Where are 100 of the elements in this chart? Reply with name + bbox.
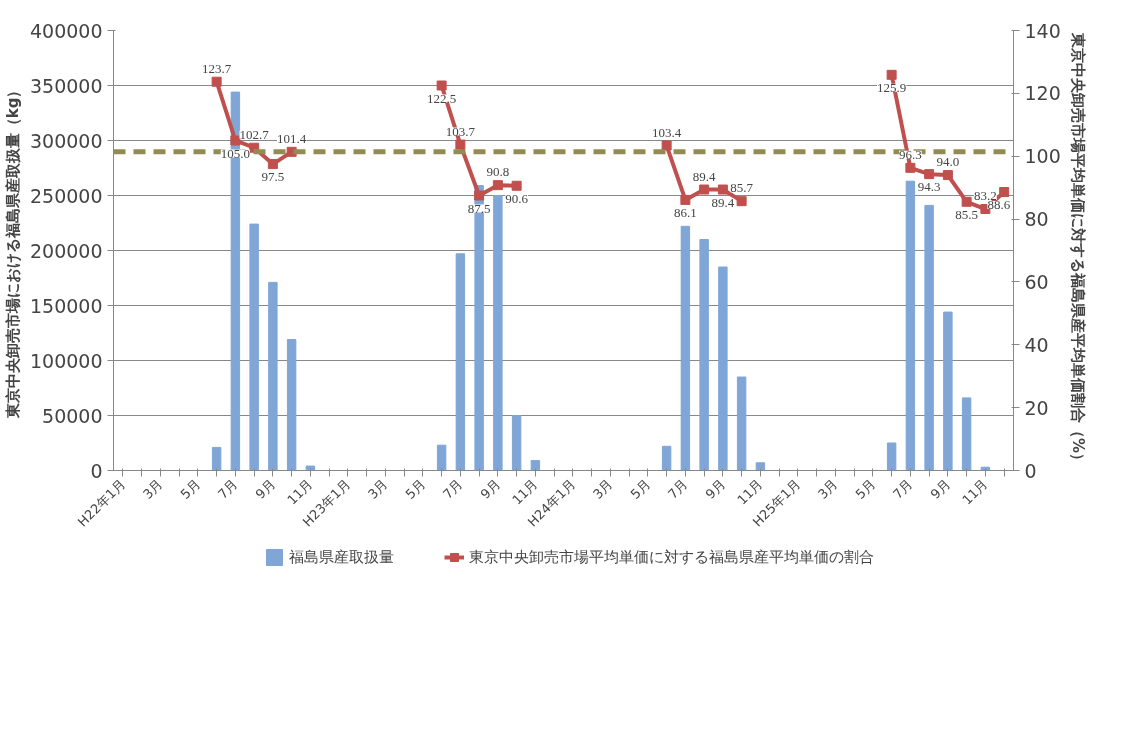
y-tick-label: 0	[90, 459, 103, 482]
x-tick-label: 5月	[627, 476, 654, 502]
x-tick-label: 11月	[959, 476, 991, 508]
y2-tick-label: 20	[1024, 396, 1049, 419]
x-tick-label: 7月	[890, 476, 916, 502]
point	[661, 140, 672, 151]
point	[961, 196, 972, 207]
point	[474, 190, 485, 201]
point	[942, 170, 953, 181]
legend-label: 東京中央卸売市場平均単価に対する福島県産平均単価の割合	[468, 547, 874, 567]
x-tick-label: 9月	[927, 476, 954, 502]
y-axis-title: 東京中央卸売市場における福島県産取扱量（kg）	[3, 82, 22, 420]
data-label: 85.7	[730, 180, 754, 196]
data-label: 85.5	[955, 206, 978, 222]
y-tick-label: 200000	[29, 239, 103, 262]
bar	[718, 266, 728, 471]
bar	[661, 445, 672, 471]
point	[211, 76, 222, 87]
y-tick-label: 300000	[29, 129, 103, 152]
data-label: 90.8	[486, 164, 510, 180]
bar	[961, 397, 972, 471]
bar	[736, 376, 747, 471]
bar	[699, 239, 709, 471]
point	[492, 180, 503, 191]
x-tick-label: 3月	[365, 476, 391, 502]
point	[455, 139, 466, 150]
point	[736, 196, 747, 207]
y-tick-label: 50000	[42, 404, 103, 427]
x-tick-label: 11月	[734, 476, 766, 508]
point	[886, 69, 897, 80]
bar	[493, 195, 503, 471]
x-tick-label: 9月	[252, 476, 279, 502]
data-label: 86.1	[674, 204, 697, 220]
bar	[455, 253, 466, 471]
data-label: 125.9	[877, 79, 907, 95]
x-tick-label: 5月	[177, 476, 204, 502]
point	[230, 135, 241, 146]
x-tick-label: 7月	[665, 476, 691, 502]
x-tick-label: 3月	[590, 476, 616, 502]
bar	[305, 465, 316, 471]
y2-tick-label: 0	[1024, 459, 1037, 482]
y-tick-label: 400000	[29, 19, 103, 42]
legend-label: 福島県産取扱量	[288, 547, 394, 567]
bar	[905, 180, 916, 471]
x-tick-label: 9月	[702, 476, 729, 502]
x-tick-label: 11月	[509, 476, 541, 508]
data-label: 94.0	[936, 154, 960, 170]
y2-tick-label: 80	[1024, 208, 1049, 231]
y2-tick-label: 40	[1024, 333, 1049, 356]
bar	[286, 339, 297, 471]
bar	[268, 281, 278, 471]
y-tick-label: 100000	[29, 349, 103, 372]
y-tick-label: 150000	[29, 294, 103, 317]
data-label: 101.4	[277, 130, 307, 146]
y2-tick-label: 120	[1024, 82, 1061, 105]
point	[680, 194, 691, 205]
x-tick-label: 7月	[440, 476, 466, 502]
x-tick-label: 9月	[477, 476, 504, 502]
point	[924, 169, 935, 180]
bar	[249, 223, 259, 471]
point	[436, 80, 447, 91]
data-label: 123.7	[202, 60, 232, 76]
y2-axis-title: 東京中央卸売市場平均単価に対する福島県産平均単価割合（%）	[1068, 31, 1087, 469]
point	[999, 187, 1010, 198]
point	[511, 180, 522, 191]
data-label: 105.0	[220, 145, 250, 161]
point	[267, 159, 278, 170]
point	[905, 162, 916, 173]
bar	[680, 225, 691, 471]
y2-tick-label: 100	[1024, 145, 1061, 168]
data-label: 102.7	[239, 126, 270, 142]
x-tick-label: 11月	[284, 476, 316, 508]
data-label: 103.4	[652, 124, 682, 140]
y2-tick-label: 140	[1024, 19, 1061, 42]
point	[717, 184, 728, 195]
x-tick-label: 7月	[215, 476, 241, 502]
bar	[943, 311, 953, 471]
bar	[511, 415, 522, 471]
bar	[211, 446, 222, 471]
bar	[924, 204, 934, 471]
data-label: 89.4	[692, 168, 716, 184]
data-label: 122.5	[427, 90, 457, 106]
data-label: 94.3	[917, 179, 941, 195]
data-label: 89.4	[711, 194, 735, 210]
data-label: 96.3	[899, 146, 922, 162]
bar	[755, 462, 766, 471]
x-tick-label: 5月	[402, 476, 429, 502]
data-label: 97.5	[261, 169, 285, 185]
x-tick-label: 5月	[852, 476, 879, 502]
bar	[530, 460, 541, 471]
data-label: 90.6	[505, 190, 529, 206]
point	[699, 184, 710, 195]
bar	[886, 442, 897, 471]
y-tick-label: 250000	[29, 184, 103, 207]
x-tick-label: 3月	[140, 476, 166, 502]
y2-tick-label: 60	[1024, 270, 1049, 293]
data-label: 103.7	[445, 123, 476, 139]
bar	[436, 444, 447, 471]
x-tick-label: 3月	[815, 476, 841, 502]
y-tick-label: 350000	[29, 74, 103, 97]
